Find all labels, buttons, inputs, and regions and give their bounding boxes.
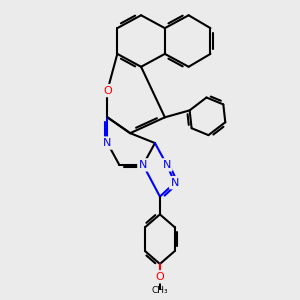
Text: N: N [139, 160, 147, 170]
Text: N: N [171, 178, 179, 188]
Text: O: O [103, 85, 112, 96]
Text: N: N [103, 138, 112, 148]
Text: CH₃: CH₃ [152, 286, 168, 295]
Text: O: O [155, 272, 164, 282]
Text: N: N [163, 160, 171, 170]
